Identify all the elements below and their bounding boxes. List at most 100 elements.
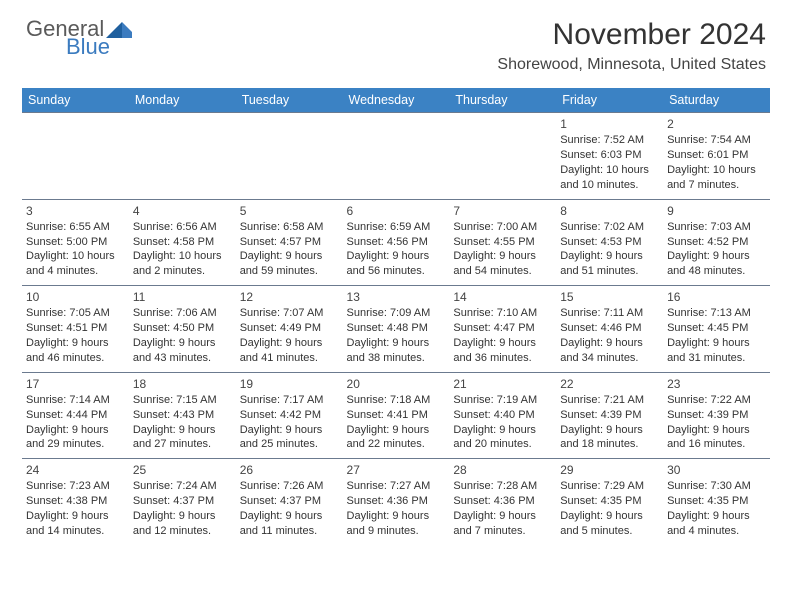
calendar-row: 17Sunrise: 7:14 AMSunset: 4:44 PMDayligh… bbox=[22, 372, 770, 459]
calendar-cell-empty bbox=[449, 113, 556, 200]
sunrise-line: Sunrise: 7:07 AM bbox=[240, 306, 339, 321]
day-number: 30 bbox=[667, 462, 766, 478]
daylight-line: Daylight: 10 hours and 2 minutes. bbox=[133, 249, 232, 279]
daylight-line: Daylight: 9 hours and 48 minutes. bbox=[667, 249, 766, 279]
day-number: 28 bbox=[453, 462, 552, 478]
weekday-header: Friday bbox=[556, 88, 663, 113]
sunset-line: Sunset: 4:52 PM bbox=[667, 235, 766, 250]
sunrise-line: Sunrise: 6:59 AM bbox=[347, 220, 446, 235]
calendar-cell: 10Sunrise: 7:05 AMSunset: 4:51 PMDayligh… bbox=[22, 286, 129, 373]
calendar-cell: 13Sunrise: 7:09 AMSunset: 4:48 PMDayligh… bbox=[343, 286, 450, 373]
daylight-line: Daylight: 9 hours and 22 minutes. bbox=[347, 423, 446, 453]
calendar-cell: 24Sunrise: 7:23 AMSunset: 4:38 PMDayligh… bbox=[22, 459, 129, 545]
day-number: 19 bbox=[240, 376, 339, 392]
day-number: 14 bbox=[453, 289, 552, 305]
brand-logo: GeneralBlue bbox=[26, 18, 132, 58]
sunset-line: Sunset: 4:50 PM bbox=[133, 321, 232, 336]
daylight-line: Daylight: 9 hours and 34 minutes. bbox=[560, 336, 659, 366]
weekday-header: Saturday bbox=[663, 88, 770, 113]
daylight-line: Daylight: 9 hours and 54 minutes. bbox=[453, 249, 552, 279]
daylight-line: Daylight: 9 hours and 59 minutes. bbox=[240, 249, 339, 279]
calendar-cell: 21Sunrise: 7:19 AMSunset: 4:40 PMDayligh… bbox=[449, 372, 556, 459]
sunset-line: Sunset: 4:35 PM bbox=[560, 494, 659, 509]
sunrise-line: Sunrise: 7:52 AM bbox=[560, 133, 659, 148]
sunrise-line: Sunrise: 7:03 AM bbox=[667, 220, 766, 235]
sunset-line: Sunset: 4:44 PM bbox=[26, 408, 125, 423]
day-number: 29 bbox=[560, 462, 659, 478]
sunrise-line: Sunrise: 6:55 AM bbox=[26, 220, 125, 235]
sunrise-line: Sunrise: 6:58 AM bbox=[240, 220, 339, 235]
daylight-line: Daylight: 9 hours and 36 minutes. bbox=[453, 336, 552, 366]
sunrise-line: Sunrise: 7:54 AM bbox=[667, 133, 766, 148]
sunset-line: Sunset: 4:37 PM bbox=[133, 494, 232, 509]
sunrise-line: Sunrise: 7:21 AM bbox=[560, 393, 659, 408]
sunrise-line: Sunrise: 7:13 AM bbox=[667, 306, 766, 321]
daylight-line: Daylight: 9 hours and 7 minutes. bbox=[453, 509, 552, 539]
day-number: 27 bbox=[347, 462, 446, 478]
sunrise-line: Sunrise: 7:15 AM bbox=[133, 393, 232, 408]
calendar-cell: 4Sunrise: 6:56 AMSunset: 4:58 PMDaylight… bbox=[129, 199, 236, 286]
sunrise-line: Sunrise: 7:22 AM bbox=[667, 393, 766, 408]
sunset-line: Sunset: 4:35 PM bbox=[667, 494, 766, 509]
sunset-line: Sunset: 4:42 PM bbox=[240, 408, 339, 423]
brand-mark-icon bbox=[106, 18, 132, 38]
sunset-line: Sunset: 4:55 PM bbox=[453, 235, 552, 250]
calendar-cell: 9Sunrise: 7:03 AMSunset: 4:52 PMDaylight… bbox=[663, 199, 770, 286]
calendar-cell: 22Sunrise: 7:21 AMSunset: 4:39 PMDayligh… bbox=[556, 372, 663, 459]
daylight-line: Daylight: 9 hours and 11 minutes. bbox=[240, 509, 339, 539]
calendar-cell: 23Sunrise: 7:22 AMSunset: 4:39 PMDayligh… bbox=[663, 372, 770, 459]
month-title: November 2024 bbox=[497, 18, 766, 52]
calendar-row: 10Sunrise: 7:05 AMSunset: 4:51 PMDayligh… bbox=[22, 286, 770, 373]
calendar-cell: 18Sunrise: 7:15 AMSunset: 4:43 PMDayligh… bbox=[129, 372, 236, 459]
header: GeneralBlue November 2024 Shorewood, Min… bbox=[0, 0, 792, 78]
calendar-cell: 30Sunrise: 7:30 AMSunset: 4:35 PMDayligh… bbox=[663, 459, 770, 545]
weekday-header-row: Sunday Monday Tuesday Wednesday Thursday… bbox=[22, 88, 770, 113]
sunset-line: Sunset: 4:49 PM bbox=[240, 321, 339, 336]
weekday-header: Tuesday bbox=[236, 88, 343, 113]
calendar-cell: 20Sunrise: 7:18 AMSunset: 4:41 PMDayligh… bbox=[343, 372, 450, 459]
sunset-line: Sunset: 4:51 PM bbox=[26, 321, 125, 336]
sunrise-line: Sunrise: 7:17 AM bbox=[240, 393, 339, 408]
calendar-cell: 2Sunrise: 7:54 AMSunset: 6:01 PMDaylight… bbox=[663, 113, 770, 200]
sunset-line: Sunset: 4:36 PM bbox=[347, 494, 446, 509]
calendar-cell-empty bbox=[129, 113, 236, 200]
day-number: 7 bbox=[453, 203, 552, 219]
sunset-line: Sunset: 4:57 PM bbox=[240, 235, 339, 250]
sunrise-line: Sunrise: 7:10 AM bbox=[453, 306, 552, 321]
sunset-line: Sunset: 4:45 PM bbox=[667, 321, 766, 336]
calendar-body: 1Sunrise: 7:52 AMSunset: 6:03 PMDaylight… bbox=[22, 113, 770, 545]
weekday-header: Wednesday bbox=[343, 88, 450, 113]
daylight-line: Daylight: 9 hours and 16 minutes. bbox=[667, 423, 766, 453]
weekday-header: Thursday bbox=[449, 88, 556, 113]
daylight-line: Daylight: 9 hours and 25 minutes. bbox=[240, 423, 339, 453]
location-subtitle: Shorewood, Minnesota, United States bbox=[497, 56, 766, 74]
sunset-line: Sunset: 6:01 PM bbox=[667, 148, 766, 163]
calendar-cell-empty bbox=[22, 113, 129, 200]
daylight-line: Daylight: 9 hours and 20 minutes. bbox=[453, 423, 552, 453]
calendar-cell: 12Sunrise: 7:07 AMSunset: 4:49 PMDayligh… bbox=[236, 286, 343, 373]
day-number: 4 bbox=[133, 203, 232, 219]
calendar-cell: 17Sunrise: 7:14 AMSunset: 4:44 PMDayligh… bbox=[22, 372, 129, 459]
calendar-cell: 14Sunrise: 7:10 AMSunset: 4:47 PMDayligh… bbox=[449, 286, 556, 373]
daylight-line: Daylight: 10 hours and 7 minutes. bbox=[667, 163, 766, 193]
calendar-cell: 19Sunrise: 7:17 AMSunset: 4:42 PMDayligh… bbox=[236, 372, 343, 459]
sunset-line: Sunset: 4:43 PM bbox=[133, 408, 232, 423]
day-number: 15 bbox=[560, 289, 659, 305]
sunrise-line: Sunrise: 7:23 AM bbox=[26, 479, 125, 494]
daylight-line: Daylight: 9 hours and 12 minutes. bbox=[133, 509, 232, 539]
daylight-line: Daylight: 9 hours and 38 minutes. bbox=[347, 336, 446, 366]
calendar-cell: 27Sunrise: 7:27 AMSunset: 4:36 PMDayligh… bbox=[343, 459, 450, 545]
day-number: 26 bbox=[240, 462, 339, 478]
day-number: 20 bbox=[347, 376, 446, 392]
sunrise-line: Sunrise: 7:24 AM bbox=[133, 479, 232, 494]
sunrise-line: Sunrise: 7:29 AM bbox=[560, 479, 659, 494]
daylight-line: Daylight: 9 hours and 14 minutes. bbox=[26, 509, 125, 539]
title-block: November 2024 Shorewood, Minnesota, Unit… bbox=[497, 18, 766, 74]
daylight-line: Daylight: 9 hours and 56 minutes. bbox=[347, 249, 446, 279]
calendar-cell: 29Sunrise: 7:29 AMSunset: 4:35 PMDayligh… bbox=[556, 459, 663, 545]
day-number: 25 bbox=[133, 462, 232, 478]
weekday-header: Sunday bbox=[22, 88, 129, 113]
day-number: 8 bbox=[560, 203, 659, 219]
sunset-line: Sunset: 4:48 PM bbox=[347, 321, 446, 336]
sunrise-line: Sunrise: 7:06 AM bbox=[133, 306, 232, 321]
